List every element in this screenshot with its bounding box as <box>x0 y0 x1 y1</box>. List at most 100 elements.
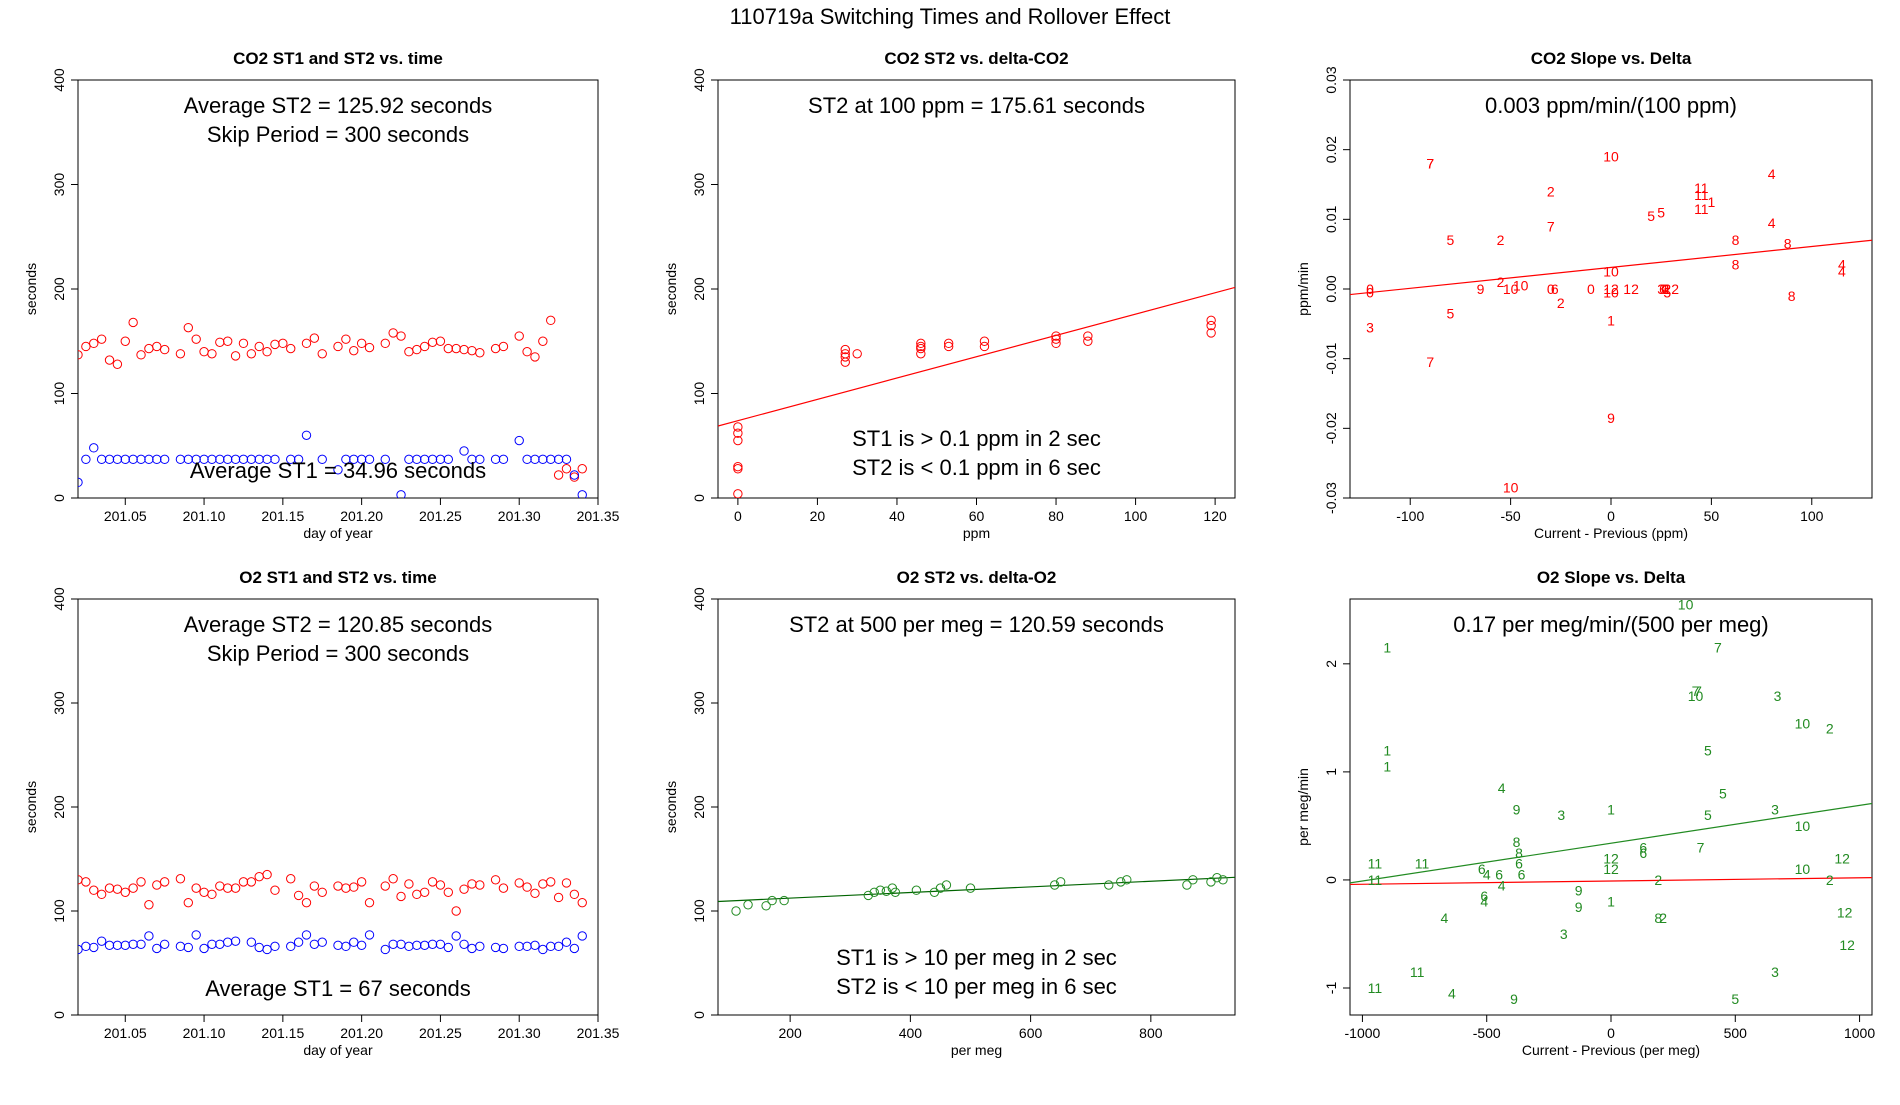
x-tick-label: 500 <box>1724 1025 1748 1041</box>
x-tick-label: 400 <box>899 1025 923 1041</box>
data-point <box>333 940 343 951</box>
data-point <box>459 939 469 949</box>
x-tick-label: 50 <box>1704 508 1720 524</box>
data-point <box>309 333 320 343</box>
data-point <box>89 942 99 953</box>
data-point <box>522 882 532 892</box>
data-point <box>490 875 501 885</box>
data-point <box>530 352 540 362</box>
data-point <box>459 446 469 456</box>
data-point <box>577 490 587 498</box>
x-tick-label: 800 <box>1139 1025 1163 1041</box>
x-tick-label: -500 <box>1473 1025 1501 1041</box>
y-tick-label: 200 <box>51 795 67 819</box>
data-point <box>561 464 572 474</box>
x-axis-label: day of year <box>303 1042 373 1058</box>
x-tick-label: 0 <box>1607 508 1615 524</box>
data-point-label: 7 <box>1694 683 1702 699</box>
data-point-label: 7 <box>1692 683 1700 699</box>
chart-co2-delta: CO2 ST2 vs. delta-CO2 0 20 40 60 80 100 120 0 100… <box>663 49 1236 541</box>
data-point <box>78 477 83 488</box>
y-tick-label: 0 <box>691 494 707 502</box>
x-tick-label: 201.35 <box>577 508 620 524</box>
data-point-label: 10 <box>1513 278 1529 294</box>
data-point <box>183 454 194 465</box>
y-tick-label: 0 <box>691 1011 707 1019</box>
data-point-label: 7 <box>1426 156 1434 172</box>
x-tick-label: 201.30 <box>498 1025 541 1041</box>
data-point <box>356 454 367 465</box>
data-point-label: 5 <box>1647 208 1655 224</box>
data-point-label: 8 <box>1732 257 1740 273</box>
data-point-label: 3 <box>1557 807 1565 823</box>
data-point <box>152 943 162 954</box>
data-point-label: 10 <box>1503 281 1519 297</box>
data-point <box>230 454 241 465</box>
data-point-label: 6 <box>1495 867 1503 883</box>
data-point <box>309 881 320 891</box>
data-point-label: 6 <box>1639 845 1647 861</box>
data-point <box>89 338 99 349</box>
x-tick-label: 1000 <box>1844 1025 1875 1041</box>
y-axis-label: seconds <box>663 263 679 315</box>
y-tick-label: 200 <box>691 795 707 819</box>
data-point <box>207 939 217 949</box>
data-point <box>199 887 209 897</box>
data-point <box>380 454 390 465</box>
data-point <box>475 348 485 358</box>
data-point <box>1104 880 1114 890</box>
data-point-label: 9 <box>1477 281 1485 297</box>
data-point-label: 12 <box>1834 850 1850 866</box>
data-point <box>514 878 524 888</box>
data-point <box>81 941 91 952</box>
chart-o2-slope: O2 Slope vs. Delta-1000 -500 0 500 1000-1012… <box>1295 568 1875 1058</box>
data-point <box>152 880 162 890</box>
chart-title: CO2 ST1 and ST2 vs. time <box>233 49 443 68</box>
x-tick-label: 201.10 <box>183 1025 226 1041</box>
data-point-label: 4 <box>1768 166 1776 182</box>
data-point <box>538 879 548 889</box>
data-point <box>1212 873 1222 883</box>
y-tick-label: 0.03 <box>1323 66 1339 93</box>
data-point <box>222 937 233 947</box>
fit-line <box>718 286 1235 427</box>
data-point <box>262 944 272 955</box>
data-point <box>175 941 186 952</box>
x-tick-label: 0 <box>1607 1025 1615 1041</box>
y-tick-label: 0.02 <box>1323 136 1339 163</box>
y-tick-label: 200 <box>51 277 67 301</box>
data-point <box>546 454 556 465</box>
data-point-label: 10 <box>1603 264 1619 280</box>
data-point <box>396 490 406 498</box>
y-tick-label: -0.01 <box>1323 343 1339 375</box>
x-tick-label: 201.05 <box>104 1025 147 1041</box>
data-point <box>1051 338 1061 349</box>
data-point <box>435 454 446 465</box>
data-point-label: 5 <box>1719 785 1727 801</box>
x-tick-label: 201.10 <box>183 508 226 524</box>
data-point <box>577 931 587 941</box>
data-point <box>733 428 743 438</box>
data-point <box>435 880 446 890</box>
data-point <box>341 883 351 893</box>
data-point-label: 4 <box>1838 257 1846 273</box>
data-point <box>427 454 438 465</box>
data-point <box>569 470 580 480</box>
data-point-label: 8 <box>1513 834 1521 850</box>
y-tick-label: 2 <box>1323 660 1339 668</box>
data-point-label: 0 <box>1547 281 1555 297</box>
data-point <box>733 461 743 472</box>
data-point-label: 2 <box>1826 721 1834 737</box>
data-point <box>569 943 580 954</box>
data-point-label: 7 <box>1547 218 1555 234</box>
data-point-label: 8 <box>1515 845 1523 861</box>
data-point <box>144 931 154 941</box>
data-point <box>230 883 241 893</box>
data-point-label: 11 <box>1694 180 1709 196</box>
data-point-label: 10 <box>1795 861 1811 877</box>
data-point-label: 5 <box>1704 807 1712 823</box>
data-point-label: 11 <box>1368 856 1383 872</box>
data-point <box>522 454 532 465</box>
